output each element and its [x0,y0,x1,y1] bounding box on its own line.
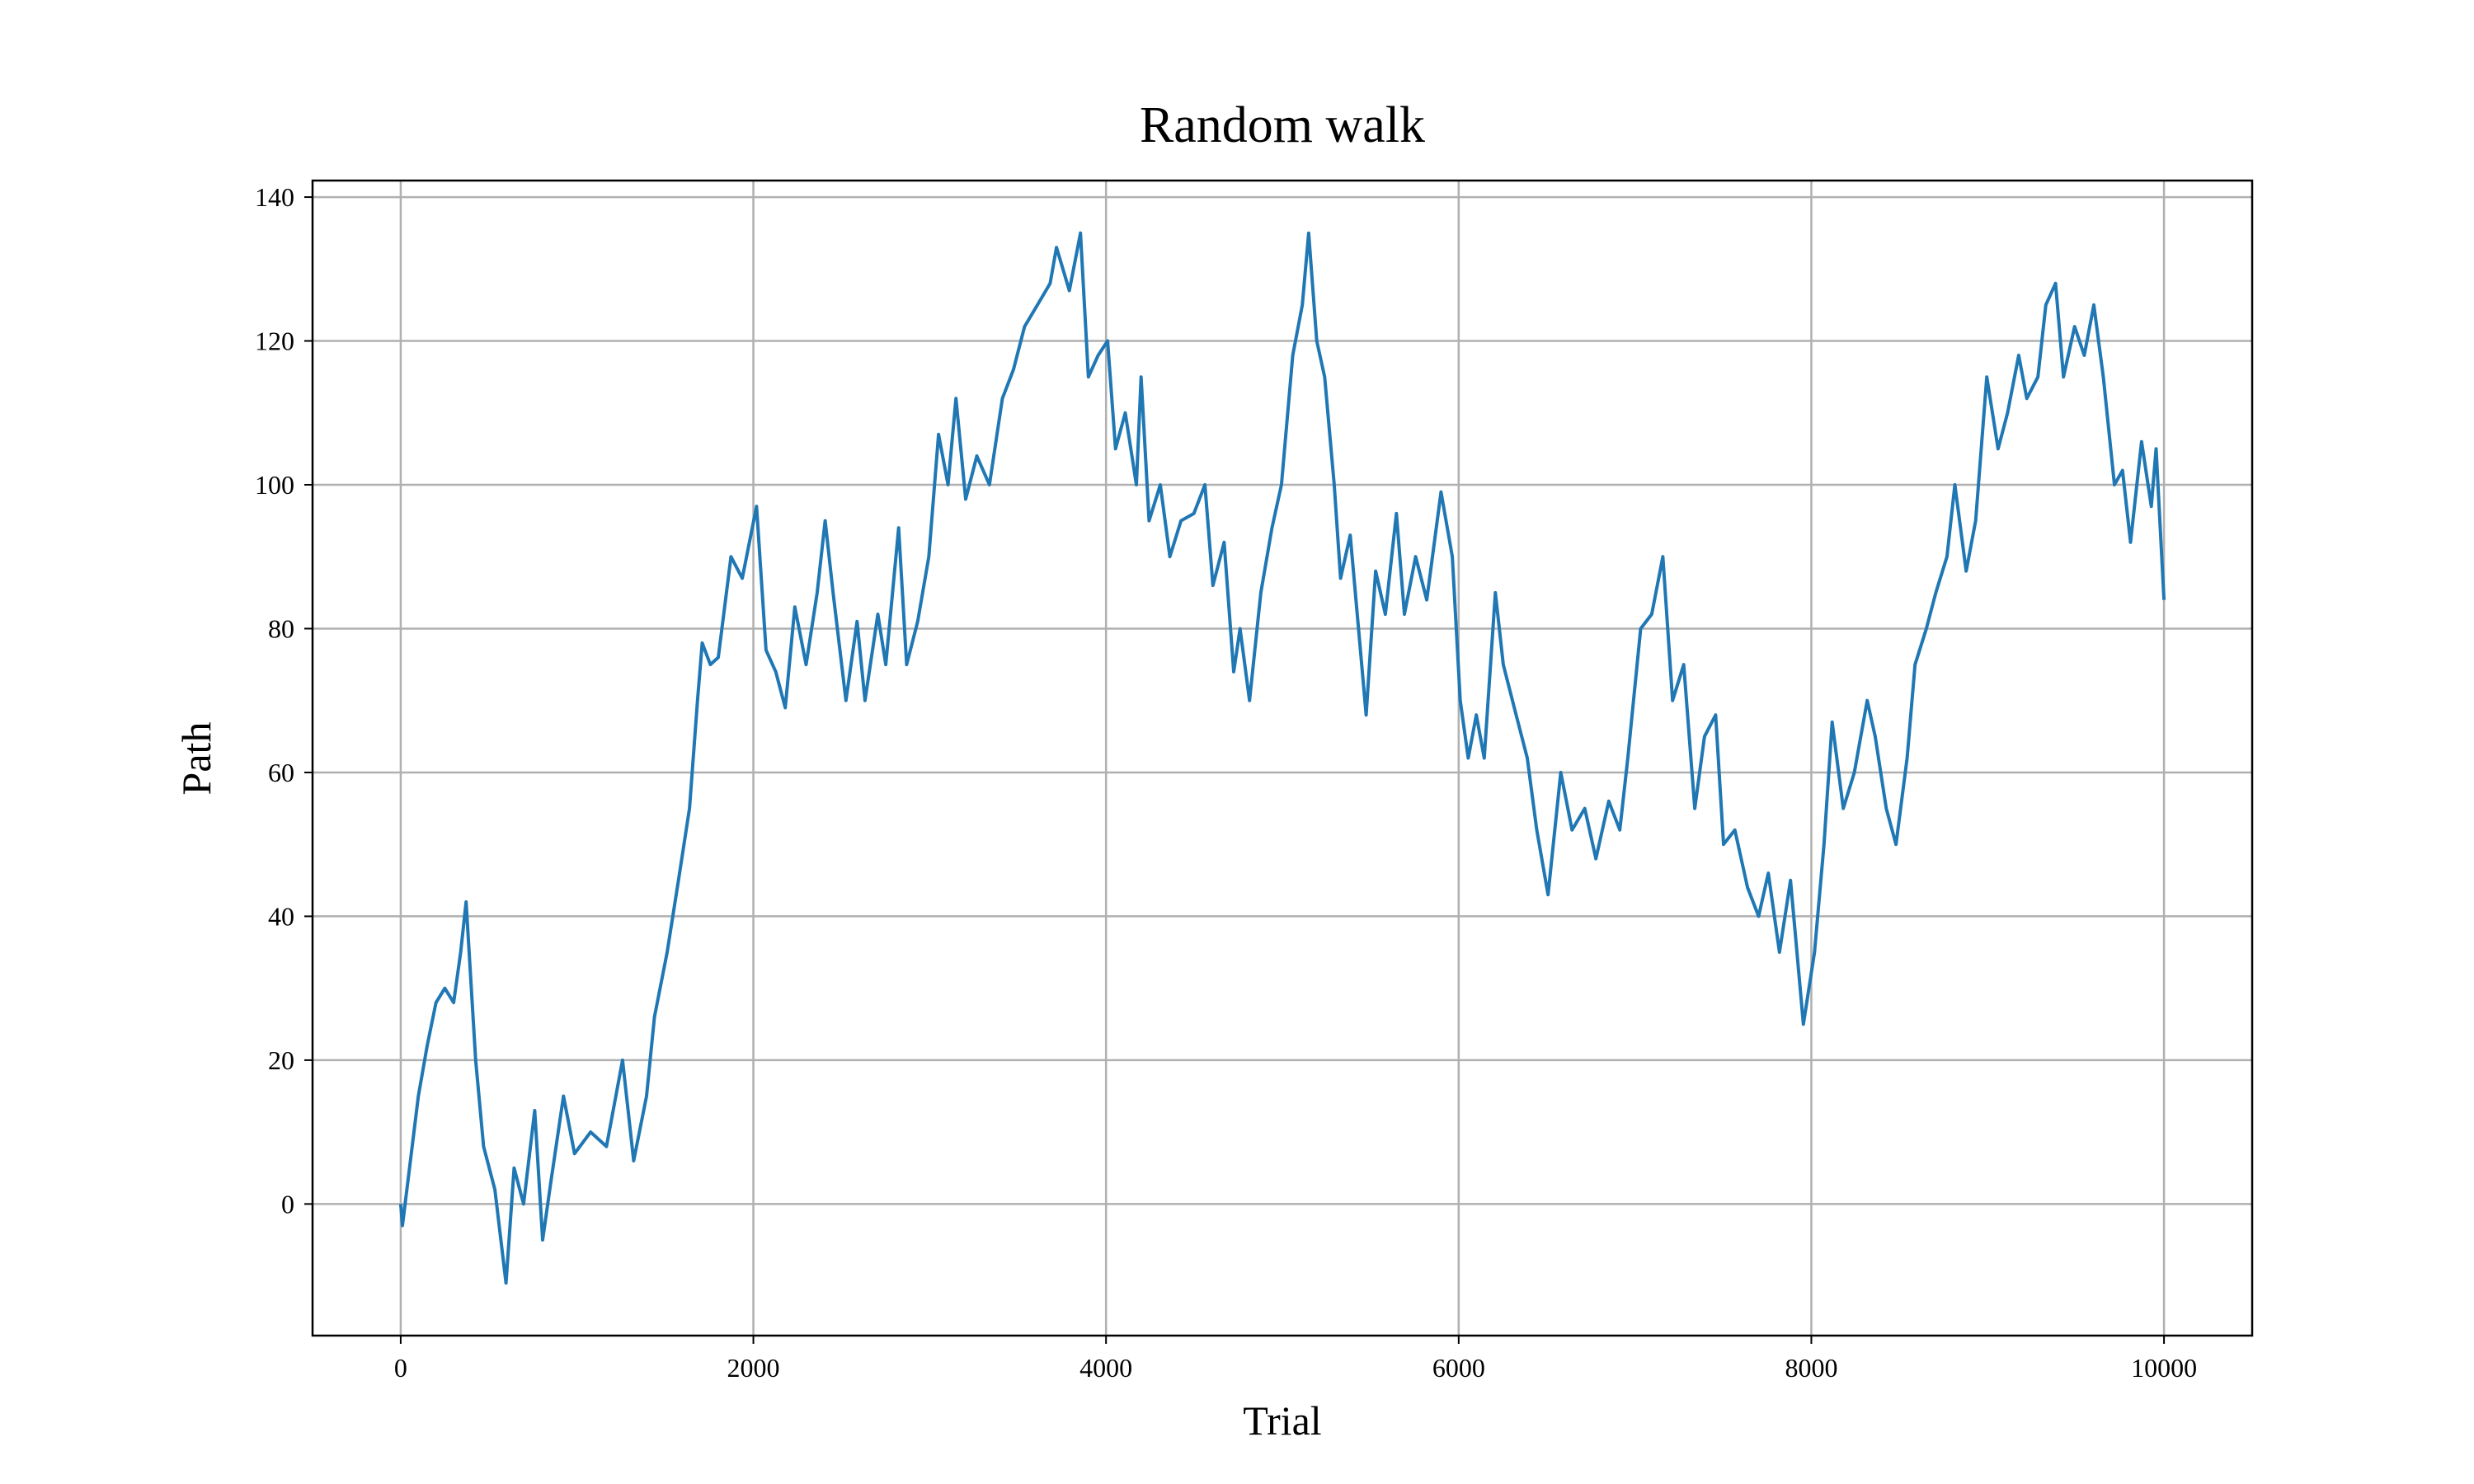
y-tick-label: 100 [255,470,294,500]
x-tick-label: 0 [394,1353,407,1383]
y-tick-label: 120 [255,326,294,356]
x-tick-label: 10000 [2131,1353,2197,1383]
x-tick-label: 8000 [1785,1353,1837,1383]
y-tick-label: 40 [268,901,294,931]
y-tick-label: 80 [268,613,294,643]
x-tick-label: 2000 [727,1353,780,1383]
plot-frame [311,179,2254,1337]
y-axis-label: Path [173,722,219,796]
y-tick-label: 0 [281,1189,294,1219]
y-tick-label: 20 [268,1045,294,1075]
chart-title: Random walk [1140,97,1425,153]
y-tick-label: 60 [268,758,294,787]
line-series [398,231,2166,1285]
x-axis-label: Trial [1243,1397,1321,1444]
x-tick-label: 4000 [1079,1353,1132,1383]
x-tick-label: 6000 [1432,1353,1485,1383]
y-tick-label: 140 [255,182,294,212]
